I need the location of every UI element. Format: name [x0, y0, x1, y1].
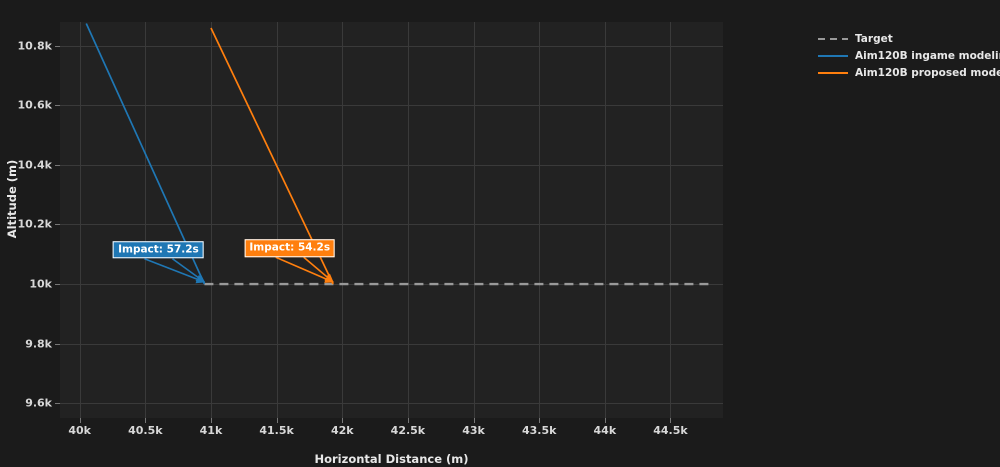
legend-swatch-icon: [818, 32, 848, 45]
gridline-vertical: [145, 22, 147, 418]
annotation-arrow: [171, 258, 206, 283]
plot-area: Impact: 57.2s Impact: 54.2s: [60, 22, 723, 418]
x-tick-mark: [79, 418, 81, 423]
y-tick-label: 9.8k: [25, 337, 52, 351]
y-tick-mark: [55, 45, 60, 47]
y-tick-label: 10k: [29, 277, 52, 291]
series-line: [85, 23, 206, 285]
gridline-vertical: [210, 22, 212, 418]
x-tick-label: 42k: [330, 424, 354, 437]
legend-item[interactable]: Target: [818, 32, 1000, 45]
y-tick-label: 10.4k: [17, 158, 52, 172]
x-tick-mark: [670, 418, 672, 423]
y-tick-label: 9.6k: [25, 396, 52, 410]
x-tick-label: 41k: [199, 424, 223, 437]
x-tick-mark: [473, 418, 475, 423]
x-tick-label: 44.5k: [653, 424, 688, 437]
gridline-vertical: [604, 22, 606, 418]
series-canvas: [85, 23, 710, 286]
x-tick-mark: [145, 418, 147, 423]
annotation-arrow: [275, 256, 334, 283]
y-tick-label: 10.8k: [17, 39, 52, 53]
gridline-horizontal: [60, 105, 723, 107]
legend-label: Target: [855, 32, 893, 45]
legend-item[interactable]: Aim120B ingame modeling [C]: [818, 49, 1000, 62]
impact-annotation: Impact: 54.2s: [244, 239, 336, 258]
gridline-horizontal: [60, 343, 723, 345]
y-axis-ticks: 9.6k 9.8k 10k 10.2k 10.4k 10.6k 10.8k: [0, 0, 52, 467]
gridline-vertical: [79, 22, 81, 418]
y-tick-mark: [55, 343, 60, 345]
y-tick-label: 10.2k: [17, 217, 52, 231]
x-axis-title: Horizontal Distance (m): [314, 452, 469, 466]
gridline-horizontal: [60, 45, 723, 47]
gridline-vertical: [342, 22, 344, 418]
gridline-vertical: [276, 22, 278, 418]
y-tick-mark: [55, 403, 60, 405]
x-tick-mark: [407, 418, 409, 423]
gridline-vertical: [670, 22, 672, 418]
x-tick-label: 43.5k: [521, 424, 557, 437]
x-tick-mark: [604, 418, 606, 423]
impact-annotation: Impact: 57.2s: [113, 241, 204, 259]
gridline-horizontal: [60, 403, 723, 405]
x-tick-label: 40k: [68, 424, 91, 437]
legend-swatch-icon: [818, 49, 848, 62]
legend-label: Aim120B ingame modeling [C]: [855, 49, 1000, 62]
x-tick-label: 43k: [462, 424, 485, 437]
x-tick-label: 44k: [593, 424, 617, 437]
legend-swatch-icon: [818, 66, 848, 79]
x-tick-mark: [539, 418, 541, 423]
legend-item[interactable]: Aim120B proposed modeling [C]: [818, 66, 1000, 79]
gridline-vertical: [539, 22, 541, 418]
legend-label: Aim120B proposed modeling [C]: [855, 66, 1000, 79]
y-tick-mark: [55, 105, 60, 107]
y-tick-mark: [55, 284, 60, 285]
gridline-vertical: [407, 22, 409, 418]
y-tick-label: 10.6k: [17, 98, 52, 112]
x-tick-mark: [210, 418, 212, 423]
x-tick-mark: [276, 418, 278, 423]
annotation-arrow: [144, 258, 206, 284]
y-tick-mark: [55, 224, 60, 226]
y-tick-mark: [55, 164, 60, 166]
x-tick-label: 40.5k: [128, 424, 163, 437]
annotation-arrow: [303, 256, 334, 283]
legend: Target Aim120B ingame modeling [C] Aim120B…: [818, 32, 1000, 79]
gridline-horizontal: [60, 224, 723, 226]
x-tick-label: 42.5k: [390, 424, 426, 437]
x-tick-label: 41.5k: [259, 424, 294, 437]
gridline-horizontal: [60, 164, 723, 166]
x-tick-mark: [342, 418, 344, 423]
gridline-vertical: [473, 22, 475, 418]
y-axis-title: Altitude (m): [5, 159, 19, 239]
